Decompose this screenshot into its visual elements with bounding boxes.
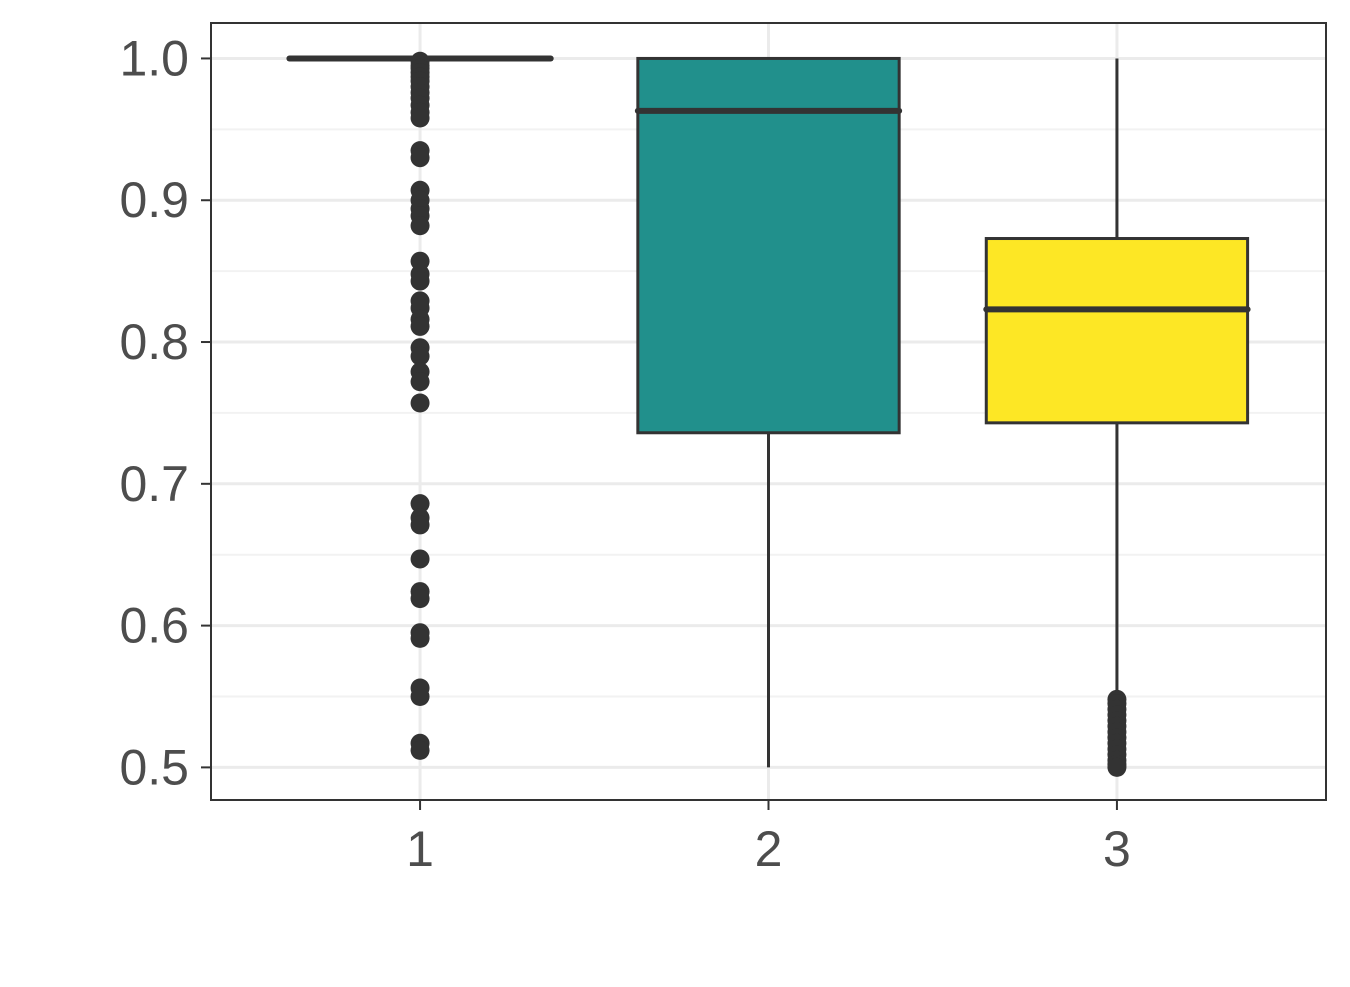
outlier-point <box>410 393 430 413</box>
box-iqr <box>636 56 901 435</box>
outlier-point <box>410 494 430 514</box>
outlier-point <box>410 686 430 706</box>
box-group-3 <box>983 58 1251 777</box>
box-group-2 <box>634 56 903 768</box>
outlier-point <box>410 740 430 760</box>
outlier-point <box>410 515 430 535</box>
box-group-1 <box>286 51 554 760</box>
outlier-point <box>410 148 430 168</box>
axes: 0.5 0.6 0.7 0.8 0.9 1.0 1 2 3 <box>119 30 1130 877</box>
y-tick-label: 1.0 <box>119 30 189 86</box>
outlier-point <box>410 346 430 366</box>
outlier-point <box>410 108 430 128</box>
outlier-point <box>410 589 430 609</box>
outlier-point <box>410 372 430 392</box>
y-tick-label: 0.9 <box>119 172 189 228</box>
box-iqr <box>984 237 1250 425</box>
boxes <box>286 51 1251 777</box>
outlier-point <box>1107 757 1127 777</box>
x-tick-label: 2 <box>755 821 783 877</box>
x-tick-label: 1 <box>406 821 434 877</box>
x-tick-label: 3 <box>1103 821 1131 877</box>
y-tick-label: 0.7 <box>119 456 189 512</box>
outlier-point <box>410 271 430 291</box>
y-tick-label: 0.5 <box>119 739 189 795</box>
outlier-point <box>410 549 430 569</box>
y-tick-label: 0.6 <box>119 598 189 654</box>
y-tick-label: 0.8 <box>119 314 189 370</box>
outlier-point <box>410 216 430 236</box>
outlier-point <box>410 316 430 336</box>
outlier-point <box>410 628 430 648</box>
